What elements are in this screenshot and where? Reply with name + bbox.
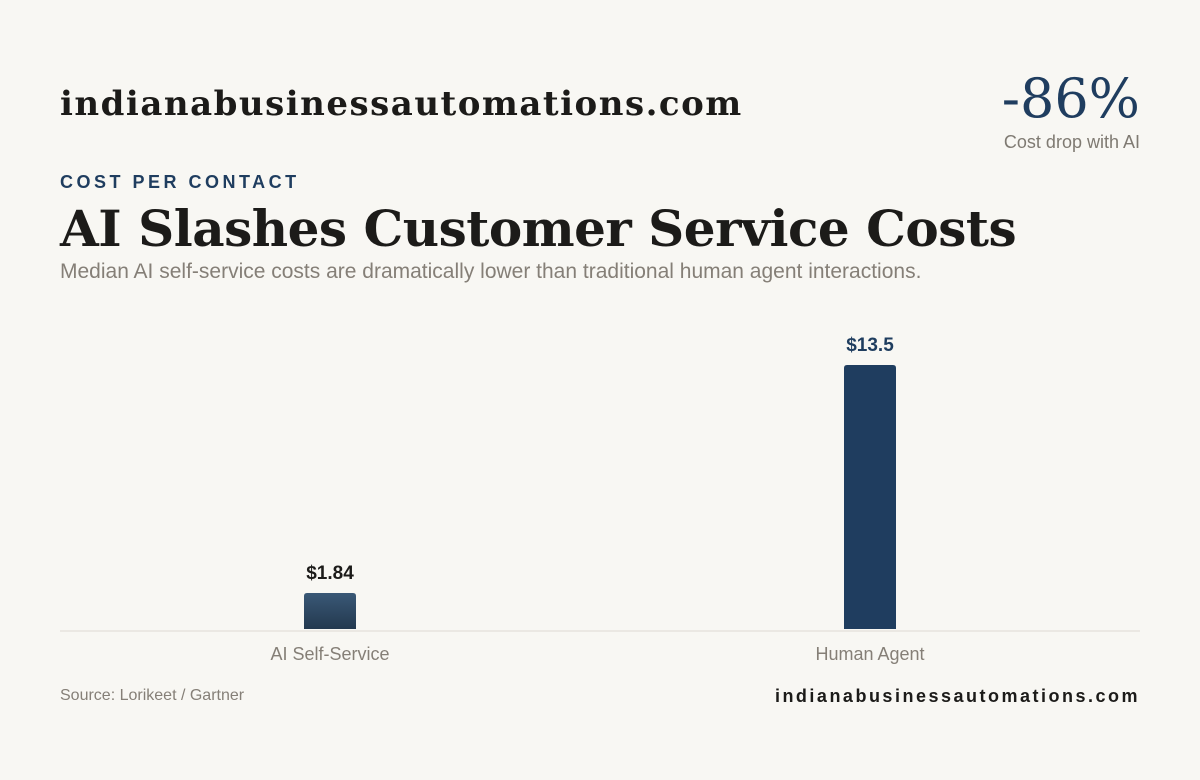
footer-brand: indianabusinessautomations.com xyxy=(774,686,1140,706)
chart-eyebrow: COST PER CONTACT xyxy=(60,172,300,192)
value-label-human-agent: $13.5 xyxy=(846,335,894,356)
value-label-ai-self-service: $1.84 xyxy=(306,563,354,584)
bar-human-agent xyxy=(844,365,896,629)
chart-subtitle: Median AI self-service costs are dramati… xyxy=(60,260,922,283)
stat-value: -86% xyxy=(1001,67,1140,130)
category-label-ai-self-service: AI Self-Service xyxy=(270,644,389,664)
chart-title: AI Slashes Customer Service Costs xyxy=(60,199,1017,258)
stat-caption: Cost drop with AI xyxy=(1003,132,1140,152)
category-label-human-agent: Human Agent xyxy=(815,644,924,664)
brand-heading: indianabusinessautomations.com xyxy=(60,84,743,124)
source-note: Source: Lorikeet / Gartner xyxy=(60,687,245,704)
bar-ai-self-service xyxy=(304,593,356,629)
stat-block: -86% Cost drop with AI xyxy=(1002,68,1140,153)
bars-group: $1.84 AI Self-Service $13.5 Human Agent xyxy=(270,335,924,664)
